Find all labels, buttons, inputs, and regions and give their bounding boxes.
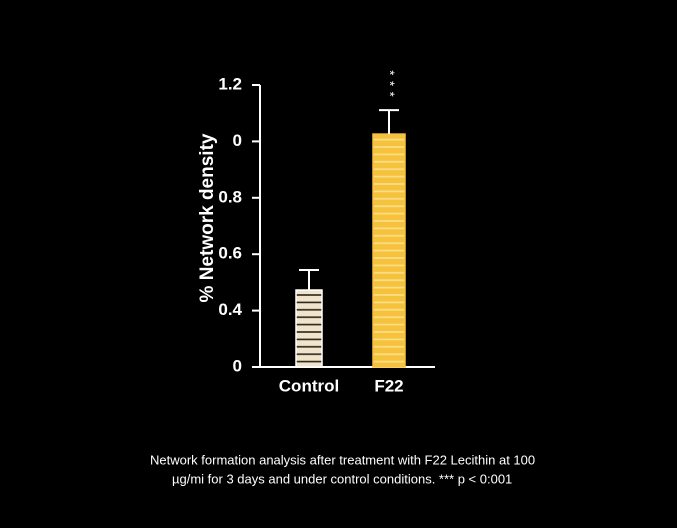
y-tick-label: 0.6 bbox=[218, 244, 242, 263]
caption: Network formation analysis after treatme… bbox=[150, 452, 535, 467]
x-tick-label: Control bbox=[279, 376, 339, 395]
y-tick-label: 0.4 bbox=[218, 300, 242, 319]
y-tick-label: 1.2 bbox=[218, 74, 242, 93]
bar bbox=[372, 133, 406, 368]
y-tick-label: 0.8 bbox=[218, 187, 242, 206]
error-bar bbox=[379, 109, 399, 135]
significance-annotation: * * * bbox=[383, 70, 398, 97]
y-axis-label: % Network density bbox=[197, 133, 218, 302]
y-tick-label: 0 bbox=[233, 131, 242, 150]
caption: µg/mi for 3 days and under control condi… bbox=[172, 471, 512, 486]
bar bbox=[295, 289, 323, 368]
error-bar bbox=[299, 268, 319, 291]
x-tick-label: F22 bbox=[374, 376, 403, 395]
y-tick-label: 0 bbox=[233, 356, 242, 375]
